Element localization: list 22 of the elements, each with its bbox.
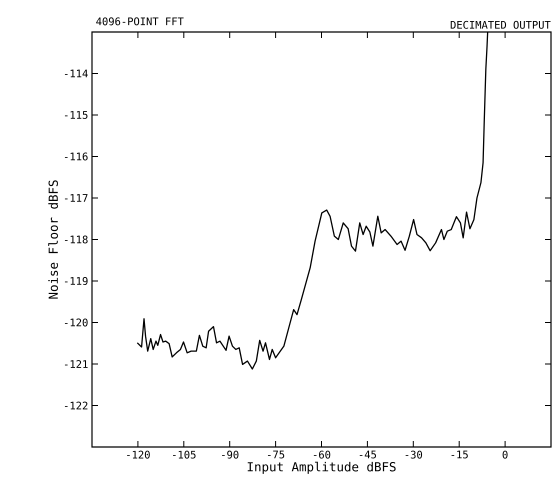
y-tick-label: -120	[64, 318, 88, 326]
chart-subtitle: DECIMATED OUTPUT	[450, 20, 551, 29]
y-tick-label: -116	[64, 152, 88, 160]
chart-title: 4096-POINT FFT	[96, 17, 184, 26]
y-tick-label: -119	[64, 277, 88, 285]
y-tick-label: -118	[64, 236, 88, 244]
x-tick-label: -105	[173, 450, 196, 459]
x-tick-label: -120	[127, 450, 150, 459]
y-tick-label: -115	[64, 111, 88, 119]
x-tick-label: -30	[406, 450, 422, 459]
x-tick-label: -45	[360, 450, 376, 458]
y-tick-label: -114	[64, 70, 88, 78]
x-tick-label: -75	[268, 450, 284, 458]
y-tick-label: -117	[64, 194, 88, 202]
y-tick-label: -122	[64, 402, 88, 410]
y-axis-title: Noise Floor dBFS	[48, 180, 58, 299]
x-axis-title: Input Amplitude dBFS	[248, 462, 396, 474]
x-tick-label: -15	[452, 450, 468, 458]
x-tick-label: -90	[222, 450, 238, 459]
x-tick-label: -60	[314, 450, 330, 459]
y-tick-label: -121	[64, 360, 88, 368]
x-tick-label: 0	[502, 450, 508, 459]
